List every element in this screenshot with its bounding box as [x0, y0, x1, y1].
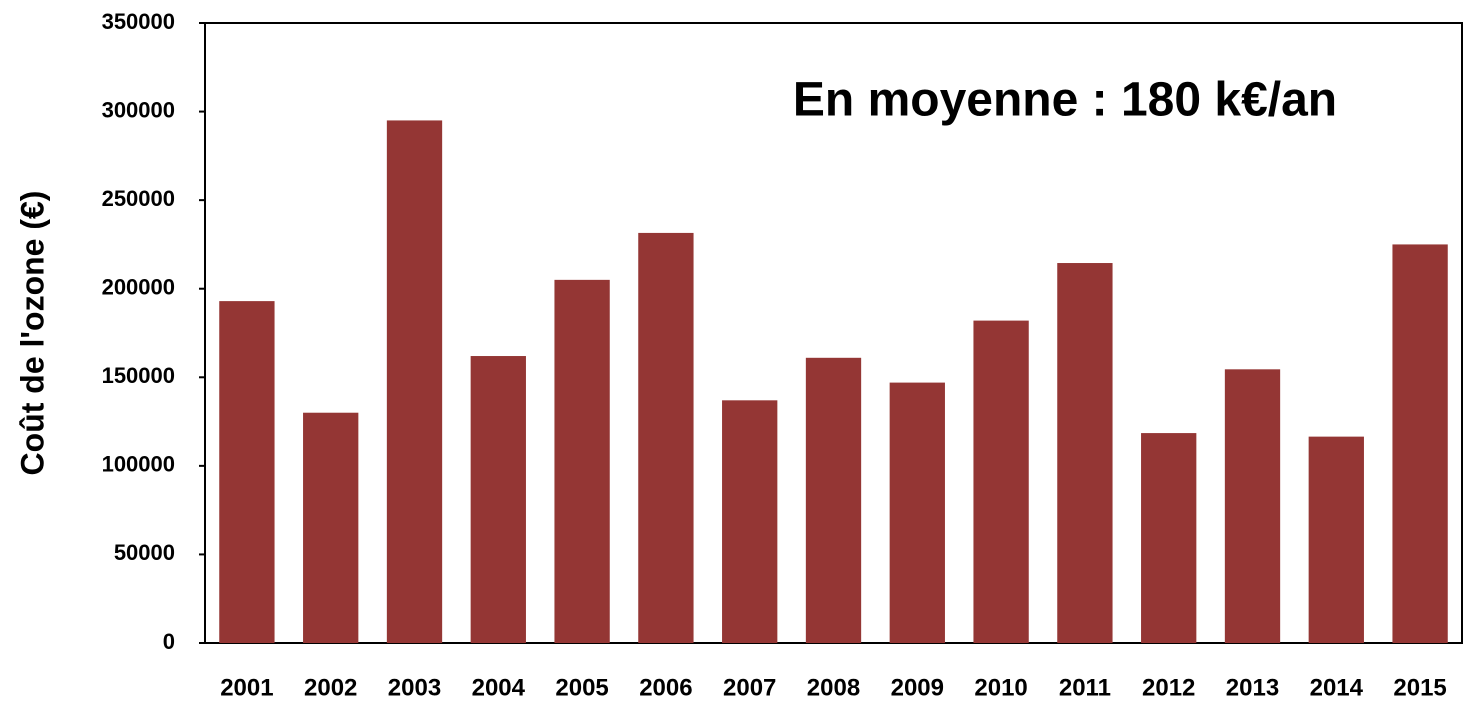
x-tick-label: 2006 [639, 674, 692, 701]
bar [386, 120, 443, 643]
x-tick-label: 2002 [304, 674, 357, 701]
x-tick-label: 2011 [1059, 674, 1111, 701]
x-tick-label: 2015 [1393, 674, 1446, 701]
bar [722, 400, 778, 643]
y-tick-label: 300000 [102, 97, 175, 122]
bar [1308, 436, 1364, 643]
x-tick-label: 2003 [388, 674, 441, 701]
y-tick-label: 350000 [102, 9, 175, 34]
x-tick-label: 2001 [220, 674, 273, 701]
bar [889, 382, 945, 643]
x-tick-label: 2004 [472, 674, 526, 701]
x-tick-label: 2010 [974, 674, 1027, 701]
x-tick-label: 2007 [723, 674, 776, 701]
annotation: En moyenne : 180 k€/an [793, 74, 1337, 127]
x-tick-label: 2008 [807, 674, 860, 701]
bar [219, 301, 275, 643]
y-tick-label: 100000 [102, 452, 175, 477]
bar [303, 412, 359, 643]
x-tick-label: 2009 [891, 674, 944, 701]
x-tick-label: 2014 [1310, 674, 1364, 701]
bar [1057, 263, 1113, 643]
y-tick-label: 0 [163, 629, 175, 654]
x-tick-label: 2013 [1226, 674, 1279, 701]
y-tick-label: 150000 [102, 363, 175, 388]
y-tick-label: 50000 [114, 540, 175, 565]
bar [1141, 433, 1197, 643]
bar [638, 232, 694, 643]
bar [1224, 369, 1281, 643]
bar [973, 320, 1029, 643]
x-tick-label: 2012 [1142, 674, 1195, 701]
x-tick-label: 2005 [555, 674, 608, 701]
bar [470, 356, 526, 643]
y-axis-label: Coût de l'ozone (€) [14, 191, 50, 476]
y-tick-label: 250000 [102, 186, 175, 211]
bar [1392, 244, 1448, 643]
bar [554, 279, 610, 643]
bar [805, 357, 862, 643]
y-tick-label: 200000 [102, 275, 175, 300]
